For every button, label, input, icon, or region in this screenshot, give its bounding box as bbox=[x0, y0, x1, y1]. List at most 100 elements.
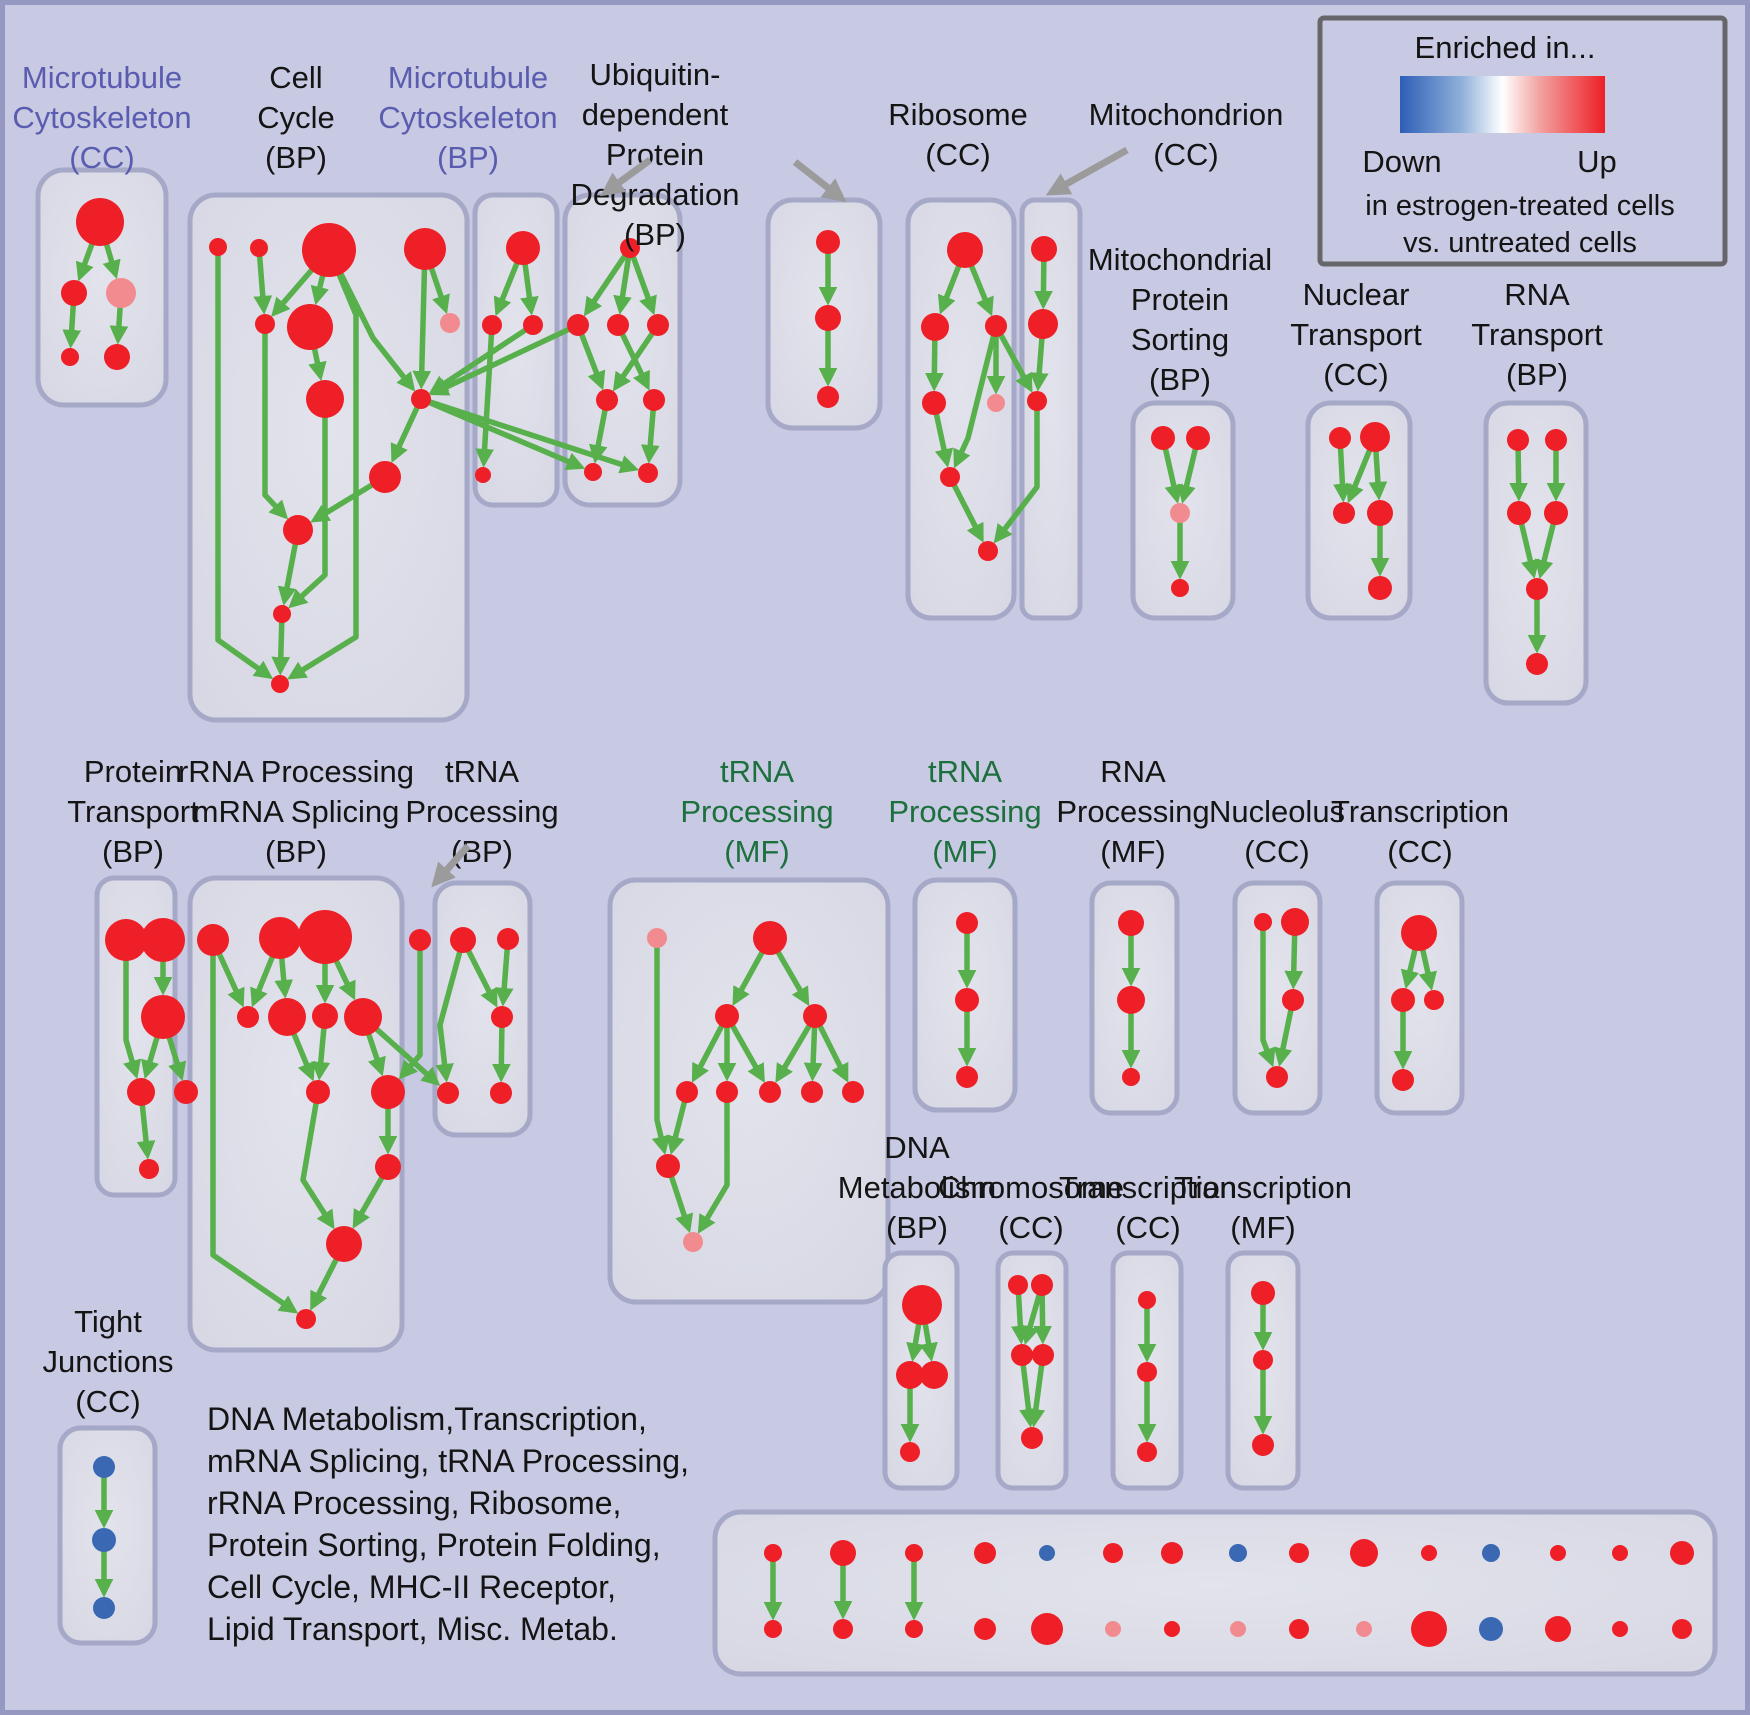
go-term-node-red bbox=[1368, 576, 1392, 600]
go-term-node-red bbox=[833, 1619, 853, 1639]
edge-ubiquitin-degradation-bp-1 bbox=[613, 247, 633, 315]
go-term-node-pink bbox=[647, 928, 667, 948]
go-term-node-red bbox=[947, 232, 983, 268]
go-term-node-red bbox=[1021, 1427, 1043, 1449]
go-term-node-red bbox=[506, 231, 540, 265]
go-term-node-red bbox=[1122, 1068, 1140, 1086]
cluster-label-microtubule-cytoskeleton-cc: Microtubule bbox=[22, 60, 182, 95]
cluster-label-nuclear-transport-cc: Nuclear bbox=[1303, 277, 1410, 312]
cluster-label-cell-cycle-bp: Cell bbox=[269, 60, 322, 95]
go-term-node-red bbox=[902, 1285, 942, 1325]
go-term-node-red bbox=[753, 921, 787, 955]
cluster-label-rna-transport-bp: (BP) bbox=[1506, 357, 1568, 392]
cluster-label-transcription-mf: Transcription bbox=[1174, 1170, 1352, 1205]
cluster-label-trna-processing-mf-2: (MF) bbox=[932, 834, 997, 869]
edge-cell-cycle-bp bbox=[412, 248, 432, 390]
go-term-node-red bbox=[715, 1004, 739, 1028]
go-term-node-red bbox=[306, 1080, 330, 1104]
annotation-line: Protein Sorting, Protein Folding, bbox=[207, 1527, 661, 1563]
go-term-node-red bbox=[450, 927, 476, 953]
go-term-node-red bbox=[596, 389, 618, 411]
go-term-node-red bbox=[1612, 1545, 1628, 1561]
go-term-node-red bbox=[61, 280, 87, 306]
go-term-node-red bbox=[1507, 429, 1529, 451]
go-term-node-red bbox=[1266, 1066, 1288, 1088]
go-term-node-red bbox=[1289, 1619, 1309, 1639]
go-term-node-red bbox=[974, 1542, 996, 1564]
annotation-line: Lipid Transport, Misc. Metab. bbox=[207, 1611, 618, 1647]
annotation-line: rRNA Processing, Ribosome, bbox=[207, 1485, 621, 1521]
go-term-node-red bbox=[1507, 501, 1531, 525]
go-term-node-pink bbox=[1230, 1621, 1246, 1637]
go-term-node-red bbox=[61, 348, 79, 366]
edge-cross-cluster bbox=[993, 324, 1033, 393]
annotation-line: Cell Cycle, MHC-II Receptor, bbox=[207, 1569, 616, 1605]
cluster-label-rna-processing-mf: Processing bbox=[1056, 794, 1209, 829]
cluster-label-microtubule-cytoskeleton-cc: Cytoskeleton bbox=[12, 100, 191, 135]
go-term-node-red bbox=[268, 998, 306, 1036]
cluster-label-chromosome-cc: (CC) bbox=[998, 1210, 1063, 1245]
go-term-node-red bbox=[620, 238, 640, 258]
label-pointer-arrow bbox=[600, 157, 653, 197]
go-term-node-red bbox=[1031, 1274, 1053, 1296]
cluster-label-trna-processing-mf-2: tRNA bbox=[928, 754, 1002, 789]
cluster-label-ribosome-cc: Ribosome bbox=[888, 97, 1028, 132]
cluster-label-trna-processing-mf-1: tRNA bbox=[720, 754, 794, 789]
edge-trna-processing-mf-1 bbox=[775, 1014, 818, 1084]
go-term-node-pink bbox=[1356, 1621, 1372, 1637]
go-term-node-blue bbox=[93, 1597, 115, 1619]
go-term-node-red bbox=[1186, 426, 1210, 450]
go-term-node-red bbox=[985, 315, 1007, 337]
edge-cell-cycle-bp bbox=[288, 399, 328, 609]
cluster-box-mitochondrion-cc bbox=[1019, 197, 1083, 621]
legend-subtitle-line2: vs. untreated cells bbox=[1403, 227, 1637, 259]
go-term-node-red bbox=[900, 1442, 920, 1462]
cluster-label-dna-metabolism-bp: (BP) bbox=[886, 1210, 948, 1245]
go-term-node-red bbox=[1282, 989, 1304, 1011]
edge-protein-transport-bp bbox=[123, 940, 142, 1080]
edge-ubiquitin-degradation-bp-1 bbox=[583, 246, 633, 317]
go-term-node-red bbox=[922, 391, 946, 415]
cluster-box-rna-transport-bp bbox=[1483, 400, 1589, 706]
cluster-label-trna-processing-mf-1: (MF) bbox=[724, 834, 789, 869]
go-term-node-red bbox=[497, 928, 519, 950]
go-term-node-red bbox=[1329, 427, 1351, 449]
go-term-node-red bbox=[302, 223, 356, 277]
go-term-node-red bbox=[375, 1154, 401, 1180]
go-term-node-red bbox=[371, 1075, 405, 1109]
edge-cross-cluster bbox=[420, 396, 640, 474]
cluster-label-trna-processing-mf-2: Processing bbox=[888, 794, 1041, 829]
cluster-label-mitochondrion-cc: (CC) bbox=[1153, 137, 1218, 172]
go-term-node-red bbox=[1544, 501, 1568, 525]
go-term-node-red bbox=[174, 1080, 198, 1104]
edge-cell-cycle-bp bbox=[215, 247, 274, 680]
cluster-label-mitochondrial-protein-sorting-bp: Sorting bbox=[1131, 322, 1229, 357]
go-term-node-red bbox=[1670, 1541, 1694, 1565]
go-term-node-red bbox=[1350, 1539, 1378, 1567]
annotation-line: mRNA Splicing, tRNA Processing, bbox=[207, 1443, 689, 1479]
go-term-node-red bbox=[955, 988, 979, 1012]
go-term-node-red bbox=[411, 389, 431, 409]
cluster-label-protein-transport-bp: Protein bbox=[84, 754, 182, 789]
legend-up-label: Up bbox=[1577, 144, 1617, 179]
go-term-node-red bbox=[817, 386, 839, 408]
annotation-line: DNA Metabolism,Transcription, bbox=[207, 1401, 647, 1437]
go-term-node-red bbox=[104, 344, 130, 370]
cluster-label-ubiquitin-degradation-bp-1: Ubiquitin- bbox=[590, 57, 721, 92]
cluster-label-microtubule-cytoskeleton-cc: (CC) bbox=[69, 140, 134, 175]
legend-down-label: Down bbox=[1362, 144, 1441, 179]
go-term-node-red bbox=[1032, 1344, 1054, 1366]
go-term-node-red bbox=[1031, 236, 1057, 262]
cluster-label-cell-cycle-bp: (BP) bbox=[265, 140, 327, 175]
cluster-label-rrna-processing-mrna-splicing-bp: mRNA Splicing bbox=[193, 794, 400, 829]
go-term-node-red bbox=[1367, 500, 1393, 526]
cluster-label-tight-junctions-cc: Tight bbox=[74, 1304, 142, 1339]
go-term-node-pink bbox=[683, 1232, 703, 1252]
cluster-box-microtubule-cytoskeleton-bp bbox=[472, 192, 560, 508]
edge-cell-cycle-bp bbox=[253, 247, 273, 315]
go-term-node-pink bbox=[440, 313, 460, 333]
cluster-label-chromosome-cc: Chromosome bbox=[938, 1170, 1124, 1205]
go-term-node-red bbox=[1289, 1543, 1309, 1563]
cluster-label-rna-processing-mf: (MF) bbox=[1100, 834, 1165, 869]
